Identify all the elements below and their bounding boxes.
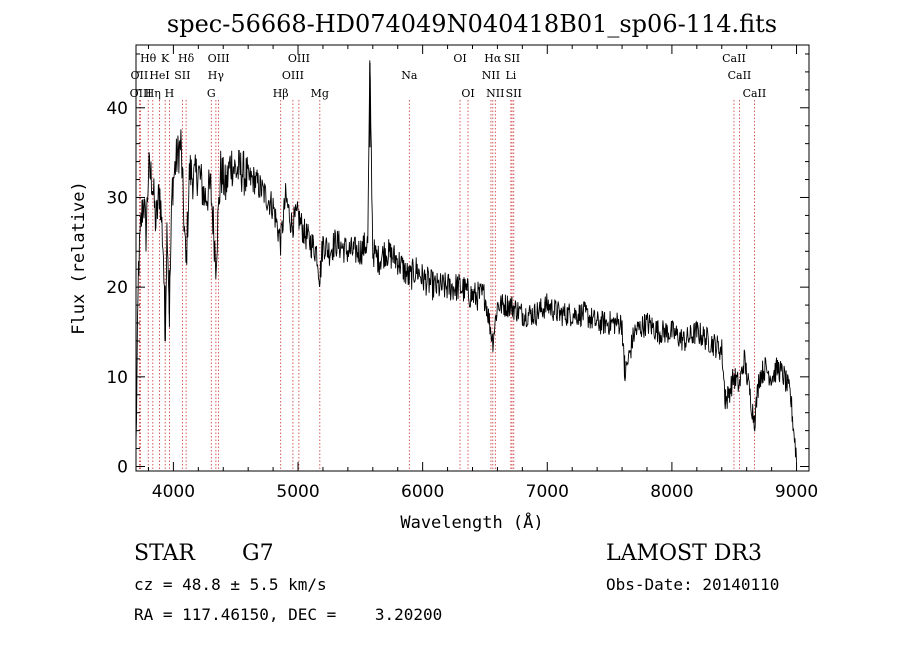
- line-label: H: [165, 87, 175, 100]
- x-tick-label: 9000: [775, 482, 818, 502]
- y-tick-label: 30: [106, 188, 128, 208]
- line-label: CaII: [722, 52, 746, 65]
- x-tick-label: 4000: [152, 482, 195, 502]
- line-label: Mg: [311, 87, 329, 100]
- line-label: Hδ: [178, 52, 195, 65]
- y-tick-label: 0: [117, 458, 128, 478]
- plot-frame: [135, 44, 810, 472]
- line-label: HeI: [149, 69, 169, 82]
- line-label: CaII: [728, 69, 752, 82]
- object-subclass: G7: [242, 541, 274, 566]
- line-label: OIII: [282, 69, 304, 82]
- x-axis: 4000 5000 6000 7000 8000 9000: [147, 45, 818, 502]
- line-label: OIII: [130, 87, 152, 100]
- y-axis: 0 10 20 30 40: [106, 53, 809, 478]
- line-label: Hβ: [273, 87, 289, 100]
- line-label: K: [161, 52, 170, 65]
- x-tick-label: 5000: [276, 482, 319, 502]
- spectrum-line: [135, 60, 797, 462]
- coordinates: RA = 117.46150, DEC = 3.20200: [134, 605, 442, 624]
- x-tick-label: 6000: [401, 482, 444, 502]
- chart-title: spec-56668-HD074049N040418B01_sp06-114.f…: [167, 10, 777, 38]
- spectrum: [135, 60, 797, 462]
- redshift-velocity: cz = 48.8 ± 5.5 km/s: [134, 575, 327, 594]
- x-axis-label: Wavelength (Å): [400, 511, 543, 533]
- y-tick-label: 10: [106, 368, 128, 388]
- line-label: NII: [486, 87, 504, 100]
- line-label: OI: [461, 87, 474, 100]
- survey-name: LAMOST DR3: [606, 541, 762, 566]
- line-label: OIII: [208, 52, 230, 65]
- observation-date: Obs-Date: 20140110: [606, 575, 779, 594]
- line-label: SII: [504, 52, 520, 65]
- y-tick-label: 20: [106, 278, 128, 298]
- line-label: CaII: [743, 87, 767, 100]
- x-tick-label: 8000: [650, 482, 693, 502]
- line-label: Na: [401, 69, 418, 82]
- line-label: NII: [482, 69, 500, 82]
- y-tick-label: 40: [106, 99, 128, 119]
- line-label: SII: [506, 87, 522, 100]
- line-label: Li: [505, 69, 516, 82]
- line-label: G: [207, 87, 216, 100]
- line-label: OII: [131, 69, 149, 82]
- line-label: Hα: [484, 52, 502, 65]
- x-tick-label: 7000: [526, 482, 569, 502]
- line-label: OIII: [288, 52, 310, 65]
- line-label: Hη: [145, 87, 161, 100]
- line-label: Hγ: [208, 69, 225, 82]
- line-label: Hθ: [140, 52, 157, 65]
- line-label: SII: [174, 69, 190, 82]
- line-label: OI: [453, 52, 466, 65]
- object-class: STAR: [134, 541, 196, 566]
- y-axis-label: Flux (relative): [69, 181, 89, 335]
